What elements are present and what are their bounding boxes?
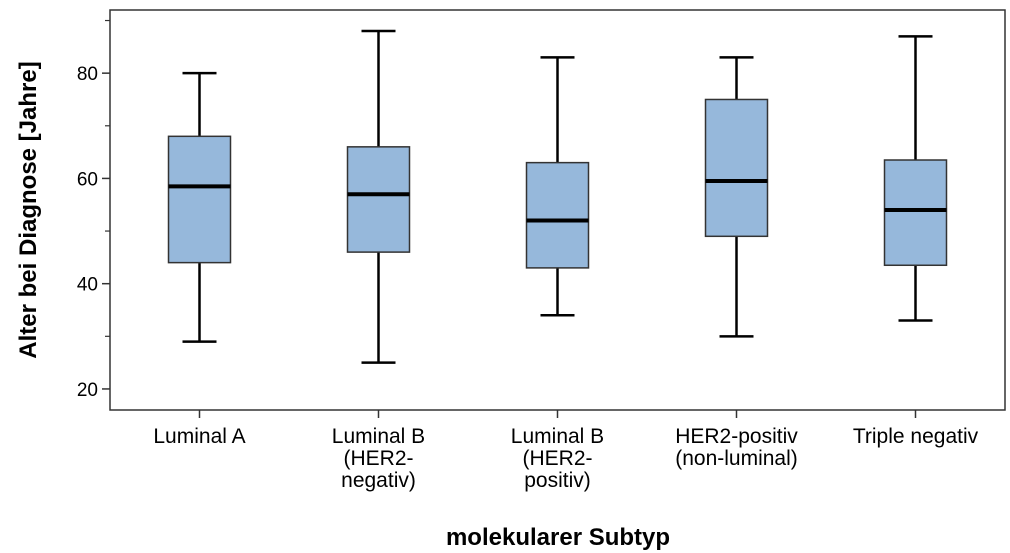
y-tick-label-20: 20 [77,380,98,401]
x-category-label-line: positiv) [524,469,591,492]
box-group [167,71,232,343]
y-axis: 20 40 60 80 [77,19,110,401]
iqr-box [167,135,232,264]
iqr-box [525,161,590,269]
y-tick-label-40: 40 [77,275,98,296]
iqr-box [883,159,948,267]
x-category-label: Luminal B (HER2-negativ) [332,425,425,492]
y-axis-title: Alter bei Diagnose [Jahre] [15,61,42,358]
box-group [346,29,411,364]
iqr-box [704,98,769,238]
x-category-label: HER2-positiv (non-luminal) [675,425,798,470]
iqr-box [346,146,411,253]
y-tick-label-60: 60 [77,169,98,190]
x-category-label-line: Luminal B [511,425,604,448]
x-category-label: Luminal B (HER2-positiv) [511,425,604,492]
x-category-label-line: (non-luminal) [675,447,798,470]
x-category-label-line: Luminal A [153,425,245,448]
x-category-label-line: (HER2- [343,447,413,470]
box-group [525,56,590,317]
x-category-label-line: negativ) [341,469,416,492]
x-category-label: Luminal A [153,425,245,448]
box-group [883,35,948,322]
box-group [704,56,769,338]
y-tick-label-80: 80 [77,64,98,85]
x-category-label-line: Luminal B [332,425,425,448]
x-category-label-line: Triple negativ [853,425,979,448]
x-category-label: Triple negativ [853,425,979,448]
x-axis-title: molekularer Subtyp [446,524,670,551]
x-axis: Luminal A Luminal B (HER2-negativ)Luminal … [153,410,979,492]
x-category-label-line: (HER2- [522,447,592,470]
x-category-label-line: HER2-positiv [675,425,798,448]
box-series [167,29,948,364]
